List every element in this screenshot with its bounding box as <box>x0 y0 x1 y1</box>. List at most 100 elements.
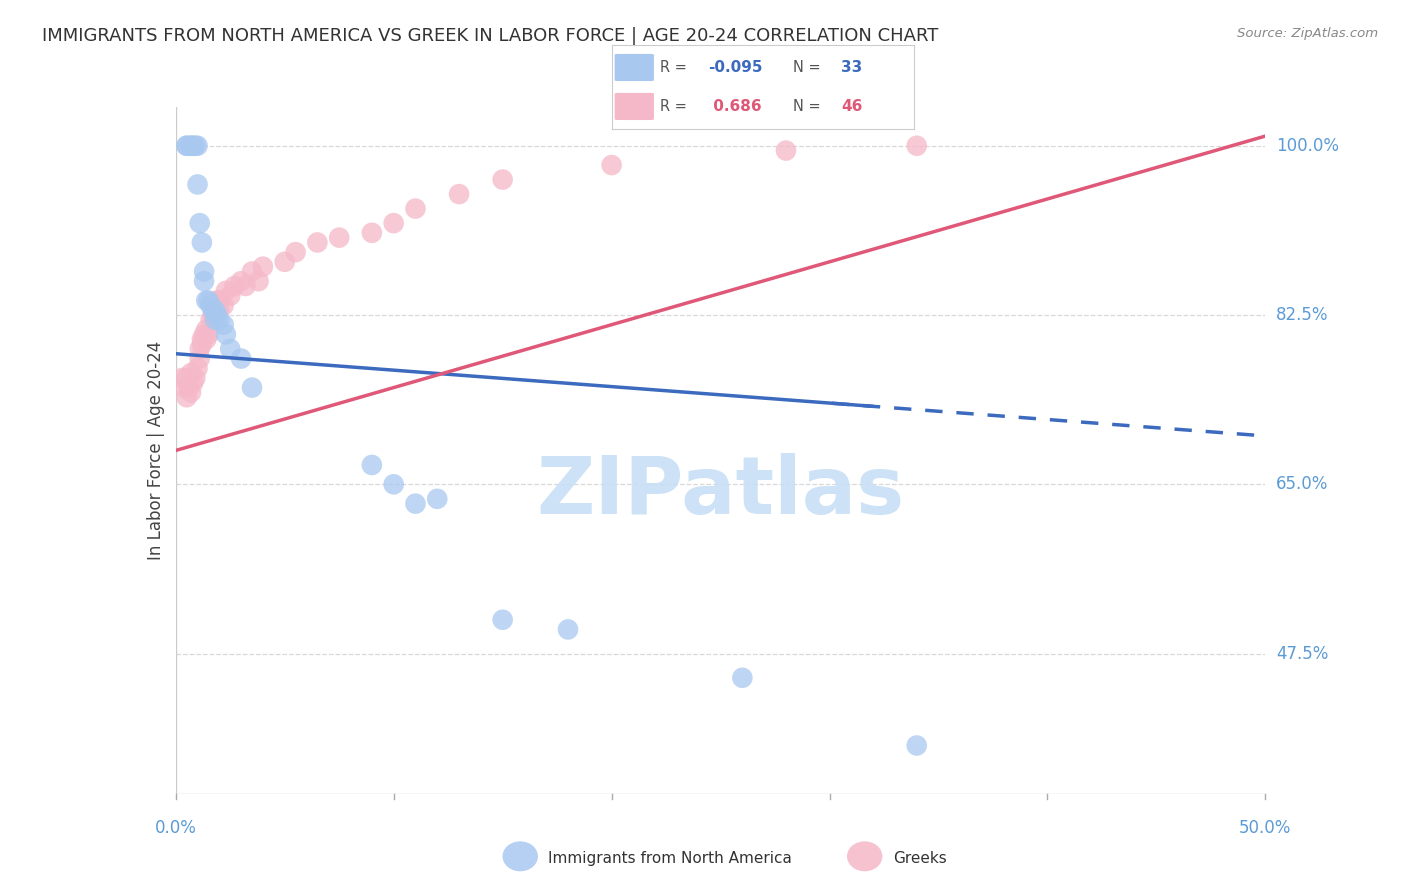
Circle shape <box>502 841 538 871</box>
Point <box>176 371 198 385</box>
Point <box>426 491 449 506</box>
Point <box>215 284 238 298</box>
Text: 65.0%: 65.0% <box>1277 475 1329 493</box>
Point <box>188 351 211 366</box>
Point <box>191 235 214 250</box>
Text: 0.686: 0.686 <box>709 99 762 114</box>
Point <box>447 187 470 202</box>
Y-axis label: In Labor Force | Age 20-24: In Labor Force | Age 20-24 <box>146 341 165 560</box>
Text: 0.0%: 0.0% <box>155 819 197 837</box>
Point <box>205 308 228 322</box>
Text: Immigrants from North America: Immigrants from North America <box>548 851 792 865</box>
Point <box>184 138 207 153</box>
Point <box>188 342 211 356</box>
Point <box>492 613 515 627</box>
Point <box>176 390 198 404</box>
Point <box>215 327 238 342</box>
Point <box>328 230 350 244</box>
Point <box>200 313 222 327</box>
Text: R =: R = <box>659 99 692 114</box>
Point <box>208 303 231 318</box>
Text: Source: ZipAtlas.com: Source: ZipAtlas.com <box>1237 27 1378 40</box>
Point <box>176 138 198 153</box>
Circle shape <box>846 841 883 871</box>
Point <box>197 327 219 342</box>
Point <box>208 313 231 327</box>
Point <box>186 361 209 376</box>
Point <box>186 178 209 192</box>
Point <box>172 371 194 385</box>
Point <box>186 138 209 153</box>
Point <box>188 216 211 230</box>
Point <box>205 293 228 308</box>
Point <box>176 138 198 153</box>
Point <box>600 158 623 172</box>
Point <box>180 385 202 400</box>
FancyBboxPatch shape <box>614 93 654 120</box>
Point <box>180 138 202 153</box>
Point <box>201 303 224 318</box>
Point <box>191 332 214 346</box>
Point <box>181 376 204 390</box>
Point <box>224 279 246 293</box>
Point <box>195 332 218 346</box>
Text: IMMIGRANTS FROM NORTH AMERICA VS GREEK IN LABOR FORCE | AGE 20-24 CORRELATION CH: IMMIGRANTS FROM NORTH AMERICA VS GREEK I… <box>42 27 939 45</box>
Point <box>180 366 202 380</box>
Point <box>240 381 263 395</box>
Point <box>231 351 253 366</box>
Point <box>191 337 214 351</box>
Point <box>252 260 274 274</box>
Point <box>905 739 928 753</box>
Text: -0.095: -0.095 <box>709 60 763 75</box>
Text: N =: N = <box>793 60 825 75</box>
Point <box>204 313 226 327</box>
Text: R =: R = <box>659 60 692 75</box>
Point <box>184 371 207 385</box>
Text: 47.5%: 47.5% <box>1277 645 1329 663</box>
Point <box>204 303 226 318</box>
Point <box>360 458 382 472</box>
Point <box>731 671 754 685</box>
Point <box>247 274 270 288</box>
Point <box>204 313 226 327</box>
Point <box>360 226 382 240</box>
Point <box>180 138 202 153</box>
Point <box>905 138 928 153</box>
Point <box>212 318 235 332</box>
Point <box>775 144 797 158</box>
Point <box>173 381 195 395</box>
Text: 50.0%: 50.0% <box>1239 819 1292 837</box>
Point <box>195 293 218 308</box>
Point <box>197 293 219 308</box>
Point <box>219 342 242 356</box>
Text: 33: 33 <box>841 60 863 75</box>
Point <box>492 172 515 186</box>
Point <box>274 255 297 269</box>
FancyBboxPatch shape <box>614 54 654 81</box>
Point <box>201 308 224 322</box>
Point <box>208 293 231 308</box>
Text: 46: 46 <box>841 99 863 114</box>
Point <box>557 623 579 637</box>
Point <box>204 303 226 318</box>
Point <box>177 381 200 395</box>
Point <box>231 274 253 288</box>
Point <box>235 279 257 293</box>
Point <box>195 322 218 336</box>
Point <box>240 264 263 278</box>
Point <box>307 235 329 250</box>
Point <box>219 288 242 302</box>
Point <box>284 245 307 260</box>
Point <box>382 477 405 491</box>
Point <box>405 497 427 511</box>
Point <box>382 216 405 230</box>
Text: N =: N = <box>793 99 825 114</box>
Point <box>193 274 215 288</box>
Text: 100.0%: 100.0% <box>1277 136 1340 154</box>
Text: ZIPatlas: ZIPatlas <box>537 452 904 531</box>
Point <box>212 298 235 312</box>
Point <box>200 298 222 312</box>
Point <box>193 264 215 278</box>
Text: 82.5%: 82.5% <box>1277 306 1329 324</box>
Point <box>405 202 427 216</box>
